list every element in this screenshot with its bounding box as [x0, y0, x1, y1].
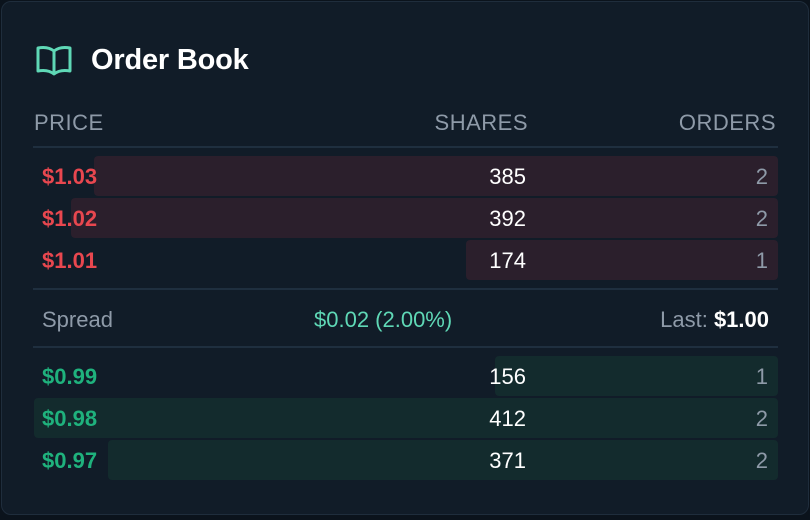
bid-shares: 156	[489, 364, 526, 389]
ask-orders: 2	[755, 206, 768, 231]
depth-bar	[71, 198, 778, 238]
ask-row[interactable]: $1.03 385 2	[34, 156, 778, 196]
book-open-icon	[36, 45, 72, 76]
ask-price: $1.01	[42, 248, 98, 273]
ask-row[interactable]: $1.01 174 1	[34, 240, 778, 280]
bid-orders: 2	[755, 448, 768, 473]
column-header-shares: SHARES	[434, 110, 528, 135]
ask-shares: 174	[489, 248, 526, 273]
bid-orders: 2	[755, 406, 768, 431]
bid-orders: 1	[755, 364, 768, 389]
bid-row[interactable]: $0.98 412 2	[34, 398, 778, 438]
spread-value: $0.02 (2.00%)	[314, 307, 453, 332]
ask-row[interactable]: $1.02 392 2	[34, 198, 778, 238]
order-book-header: Order Book	[35, 40, 249, 80]
bid-shares: 371	[489, 448, 526, 473]
ask-shares: 392	[489, 206, 526, 231]
bid-price: $0.97	[42, 448, 98, 473]
bid-shares: 412	[489, 406, 526, 431]
depth-bar	[108, 440, 778, 480]
last-price: Last: $1.00	[660, 307, 769, 333]
depth-bar	[465, 240, 778, 280]
ask-shares: 385	[489, 164, 526, 189]
bid-row[interactable]: $0.97 371 2	[34, 440, 778, 480]
depth-bar	[34, 398, 778, 438]
ask-price: $1.02	[42, 206, 98, 231]
column-header-price: PRICE	[34, 110, 104, 135]
bid-price: $0.99	[42, 364, 98, 389]
page-title: Order Book	[91, 43, 249, 76]
spread-label: Spread	[42, 307, 113, 332]
bid-row[interactable]: $0.99 156 1	[34, 356, 778, 396]
ask-orders: 2	[755, 164, 768, 189]
spread-divider-bottom	[33, 346, 778, 348]
depth-bar	[495, 356, 778, 396]
depth-bar	[93, 156, 778, 196]
ask-price: $1.03	[42, 164, 98, 189]
column-header-orders: ORDERS	[678, 110, 776, 135]
last-value: $1.00	[713, 307, 769, 332]
spread-divider-top	[33, 288, 778, 290]
ask-orders: 1	[755, 248, 768, 273]
last-label: Last:	[660, 307, 708, 332]
bid-price: $0.98	[42, 406, 98, 431]
header-divider	[33, 146, 778, 148]
